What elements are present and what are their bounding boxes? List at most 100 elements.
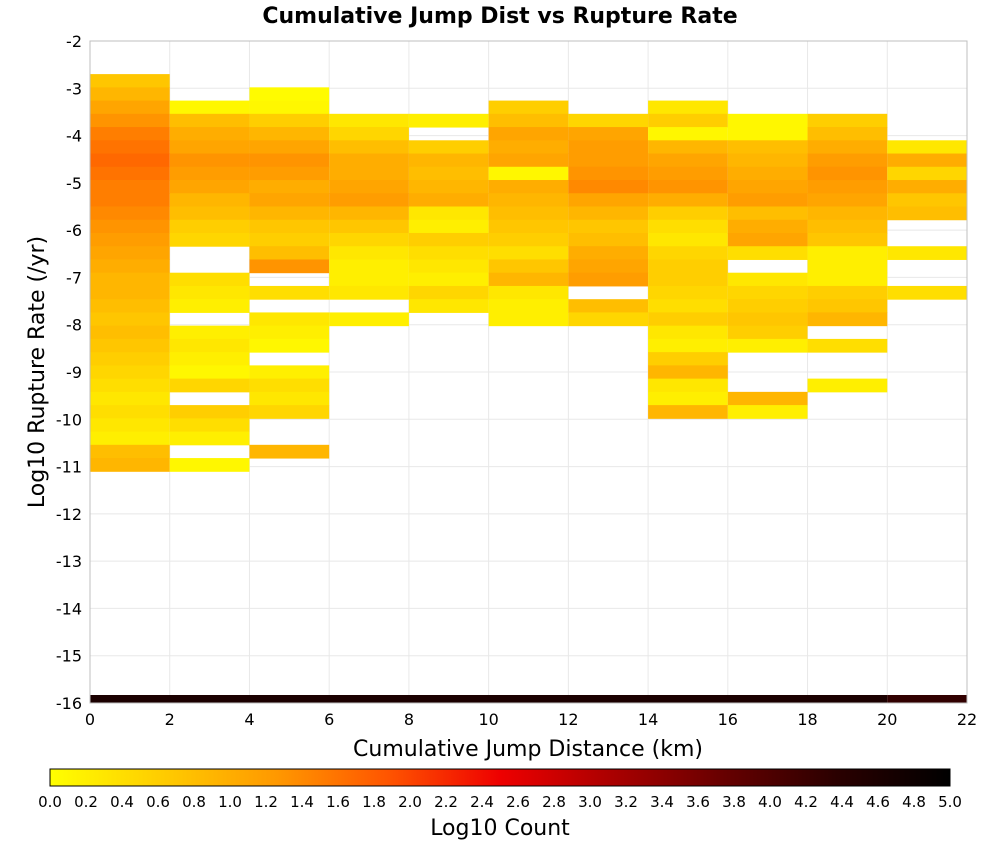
x-tick-label: 6 [324,710,334,729]
heatmap-cell [648,153,728,168]
heatmap-cell [807,246,888,260]
heatmap-cell [727,299,808,313]
heatmap-cell [90,232,170,247]
heatmap-cell [727,113,808,128]
y-tick-label: -8 [66,316,82,335]
colorbar-tick-label: 1.6 [326,793,350,811]
heatmap-cell [249,405,330,419]
heatmap-cell [249,180,330,194]
heatmap-cell [90,166,170,181]
heatmap-cell [568,153,649,168]
heatmap-cell [727,285,808,300]
heatmap-cell [329,166,409,181]
heatmap-cell [648,391,728,406]
heatmap-cell [90,338,170,353]
heatmap-cell [249,338,330,353]
colorbar-tick-label: 2.4 [470,793,494,811]
y-axis-label: Log10 Rupture Rate (/yr) [25,236,50,508]
heatmap-cell [807,259,888,274]
y-tick-label: -13 [56,552,82,571]
x-tick-label: 2 [165,710,175,729]
colorbar-tick-label: 3.8 [722,793,746,811]
heatmap-cell [727,219,808,234]
heatmap-cell [488,113,569,128]
heatmap-cell [568,127,649,141]
heatmap-cell [488,153,569,168]
heatmap-cell [249,100,330,115]
heatmap-cell [408,153,489,168]
heatmap-cell [329,153,409,168]
heatmap-cell [648,285,728,300]
heatmap-cell [807,180,888,194]
heatmap-cell [90,259,170,274]
heatmap-cell [408,272,489,287]
heatmap-cell [648,272,728,287]
heatmap-cell [887,193,967,207]
heatmap-cell [169,378,250,393]
heatmap-cell [807,232,888,247]
colorbar-tick-label: 5.0 [938,793,962,811]
heatmap-cell [90,325,170,340]
heatmap-cell [727,180,808,194]
x-tick-label: 16 [718,710,738,729]
heatmap-cell [727,153,808,168]
heatmap-cell [807,338,888,353]
heatmap-cell [169,458,250,472]
heatmap-cell [249,246,330,260]
colorbar-tick-label: 0.6 [146,793,170,811]
heatmap-cell [648,113,728,128]
heatmap-cell [568,113,649,128]
heatmap-cell [169,299,250,313]
heatmap-cell [727,206,808,221]
x-axis-ticks: 0 2 4 6 8 10 12 14 16 18 20 22 [85,710,977,729]
heatmap-cell [488,232,569,247]
floor-band-cell [90,695,888,703]
heatmap-cell [807,272,888,287]
heatmap-cell [329,232,409,247]
heatmap-cell [249,140,330,155]
heatmap-cell [488,219,569,234]
heatmap-cell [488,246,569,260]
heatmap-cell [887,153,967,168]
heatmap-cell [568,180,649,194]
y-tick-label: -2 [66,32,82,51]
heatmap-cell [329,312,409,327]
heatmap-cell [90,219,170,234]
heatmap-cell [648,219,728,234]
heatmap-cell [488,259,569,274]
heatmap-cell [90,246,170,260]
heatmap-cell [887,180,967,194]
x-tick-label: 10 [478,710,498,729]
heatmap-cell [648,193,728,207]
heatmap-cell [727,193,808,207]
heatmap-cell [249,87,330,102]
heatmap-cell [90,391,170,406]
x-tick-label: 8 [404,710,414,729]
heatmap-cell [648,365,728,380]
colorbar-tick-label: 4.2 [794,793,818,811]
heatmap-cell [169,405,250,419]
heatmap-cell [807,113,888,128]
heatmap-cell [249,153,330,168]
heatmap-cell [568,166,649,181]
heatmap-cell [169,219,250,234]
heatmap-cell [169,127,250,141]
heatmap-cell [807,206,888,221]
colorbar-tick-label: 1.8 [362,793,386,811]
heatmap-cell [488,140,569,155]
heatmap-cell [568,219,649,234]
x-tick-label: 14 [638,710,658,729]
heatmap-cell [90,312,170,327]
y-tick-label: -10 [56,410,82,429]
colorbar-tick-label: 0.4 [110,793,134,811]
heatmap-cell [169,140,250,155]
heatmap-cell [90,444,170,459]
heatmap-cell [169,180,250,194]
heatmap-cell [807,312,888,327]
heatmap-cell [90,458,170,472]
y-tick-label: -5 [66,174,82,193]
heatmap-cell [169,285,250,300]
heatmap-cell [568,246,649,260]
colorbar-tick-label: 2.8 [542,793,566,811]
heatmap-cell [408,246,489,260]
